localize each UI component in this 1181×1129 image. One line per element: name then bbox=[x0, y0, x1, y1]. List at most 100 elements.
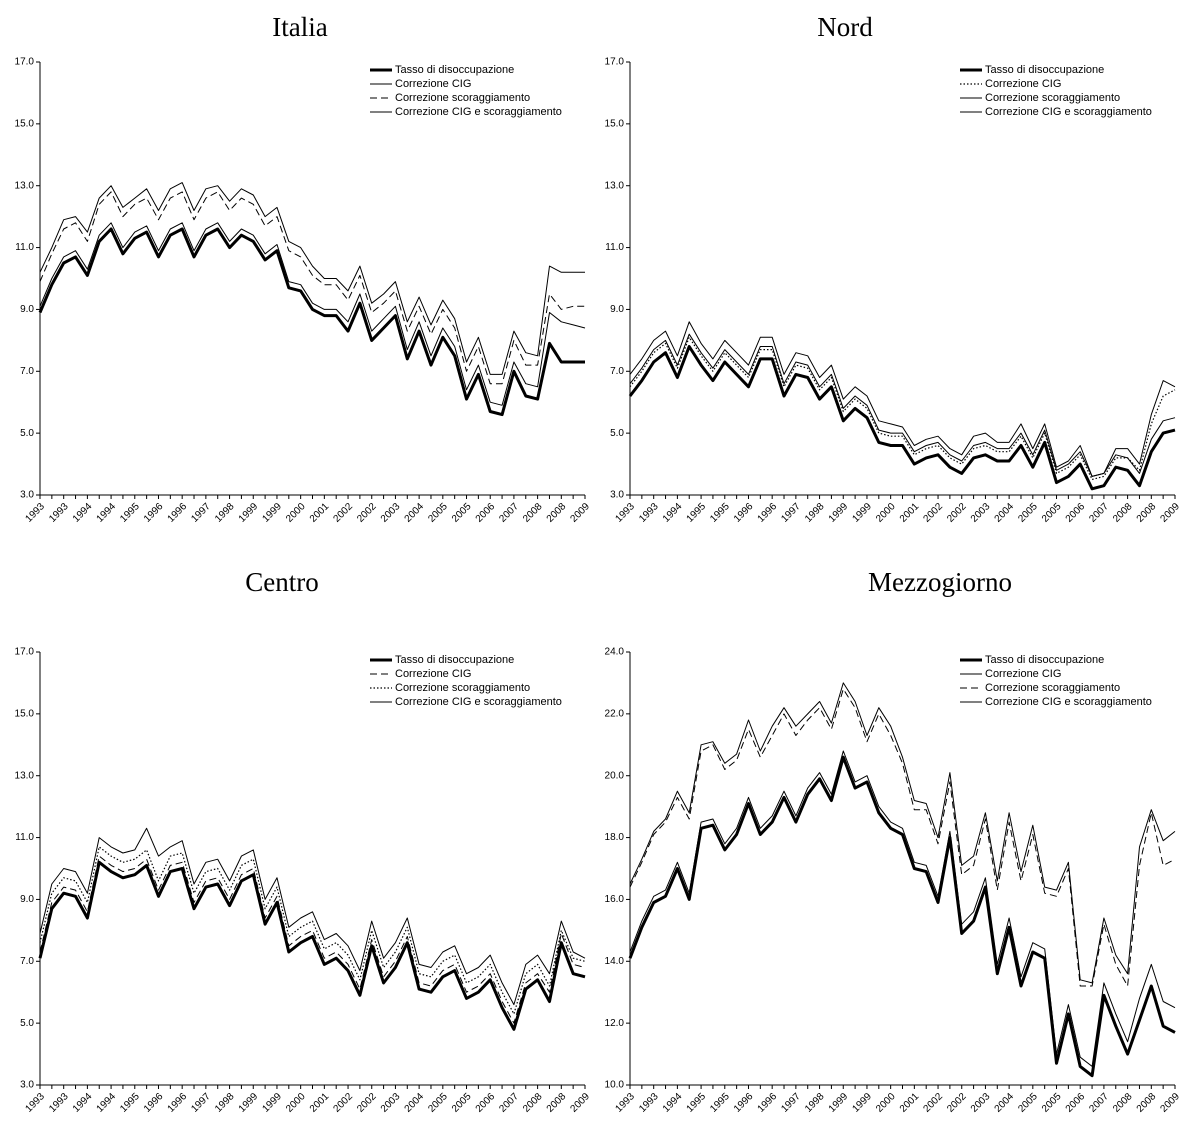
x-tick-label: 1993 bbox=[23, 501, 47, 525]
legend-label: Correzione CIG e scoraggiamento bbox=[985, 106, 1152, 118]
panel: Nord 3.0 5.0 7.0 9.0 11.0 13.0 15.0 17.0 1993 1993… bbox=[605, 12, 1181, 525]
x-tick-label: 1999 bbox=[260, 501, 284, 525]
x-tick-label: 2007 bbox=[1087, 501, 1111, 525]
x-tick-label: 2001 bbox=[308, 501, 332, 525]
y-tick-label: 17.0 bbox=[15, 647, 35, 658]
y-tick-label: 16.0 bbox=[605, 894, 625, 905]
x-tick-label: 2007 bbox=[497, 1091, 521, 1115]
x-tick-label: 1997 bbox=[189, 501, 213, 525]
x-tick-label: 2005 bbox=[426, 1091, 450, 1115]
x-tick-label: 1996 bbox=[166, 1091, 190, 1115]
legend-label: Tasso di disoccupazione bbox=[985, 654, 1104, 666]
x-tick-label: 1996 bbox=[732, 1091, 756, 1115]
series-line bbox=[628, 345, 1176, 491]
x-tick-label: 2002 bbox=[945, 1091, 969, 1115]
x-tick-label: 2004 bbox=[403, 501, 427, 525]
y-tick-label: 18.0 bbox=[605, 832, 625, 843]
x-tick-label: 2002 bbox=[332, 501, 356, 525]
series-line bbox=[39, 182, 585, 375]
x-tick-label: 1993 bbox=[637, 1091, 661, 1115]
legend-label: Correzione scoraggiamento bbox=[395, 92, 530, 104]
x-tick-label: 2009 bbox=[568, 1091, 592, 1115]
x-tick-label: 1995 bbox=[685, 1091, 709, 1115]
series-line bbox=[39, 827, 586, 1006]
y-tick-label: 7.0 bbox=[610, 366, 624, 377]
legend-label: Correzione CIG bbox=[985, 78, 1061, 90]
x-tick-label: 2008 bbox=[1135, 501, 1159, 525]
x-tick-label: 2008 bbox=[521, 501, 545, 525]
x-tick-label: 1999 bbox=[260, 1091, 284, 1115]
x-tick-label: 2009 bbox=[1158, 1091, 1181, 1115]
x-tick-label: 2006 bbox=[474, 501, 498, 525]
y-tick-label: 22.0 bbox=[605, 708, 625, 719]
y-tick-label: 5.0 bbox=[20, 1018, 34, 1029]
y-tick-label: 7.0 bbox=[20, 366, 34, 377]
x-tick-label: 1999 bbox=[237, 1091, 261, 1115]
x-tick-label: 1995 bbox=[708, 501, 732, 525]
y-tick-label: 5.0 bbox=[610, 428, 624, 439]
x-tick-label: 2005 bbox=[426, 501, 450, 525]
x-tick-label: 2001 bbox=[308, 1091, 332, 1115]
panel: Mezzogiorno 10.0 12.0 14.0 16.0 18.0 20.0 22.0 2… bbox=[605, 567, 1181, 1115]
x-tick-label: 2008 bbox=[1135, 1091, 1159, 1115]
x-tick-label: 2002 bbox=[922, 1091, 946, 1115]
y-tick-label: 15.0 bbox=[605, 118, 625, 129]
y-tick-label: 3.0 bbox=[20, 1080, 34, 1091]
x-tick-label: 2003 bbox=[969, 1091, 993, 1115]
x-tick-label: 1996 bbox=[142, 501, 166, 525]
y-tick-label: 3.0 bbox=[20, 490, 34, 501]
legend-label: Correzione CIG e scoraggiamento bbox=[395, 106, 562, 118]
y-tick-label: 9.0 bbox=[20, 304, 34, 315]
x-tick-label: 1995 bbox=[118, 501, 142, 525]
x-tick-label: 1994 bbox=[71, 1091, 95, 1115]
legend-label: Correzione scoraggiamento bbox=[395, 682, 530, 694]
y-tick-label: 20.0 bbox=[605, 770, 625, 781]
x-tick-label: 2008 bbox=[1111, 501, 1135, 525]
chart-title: Mezzogiorno bbox=[868, 567, 1012, 597]
series-line bbox=[629, 682, 1176, 984]
chart-title: Italia bbox=[272, 12, 327, 42]
legend-label: Tasso di disoccupazione bbox=[395, 64, 514, 76]
x-tick-label: 2001 bbox=[898, 501, 922, 525]
series-line bbox=[39, 191, 585, 385]
x-tick-label: 1997 bbox=[779, 501, 803, 525]
x-tick-label: 1998 bbox=[213, 1091, 237, 1115]
y-tick-label: 7.0 bbox=[20, 956, 34, 967]
x-tick-label: 2005 bbox=[1040, 501, 1064, 525]
x-tick-label: 2003 bbox=[379, 501, 403, 525]
series-line bbox=[38, 227, 585, 417]
x-tick-label: 2002 bbox=[355, 1091, 379, 1115]
chart-title: Nord bbox=[817, 12, 873, 42]
y-tick-label: 17.0 bbox=[15, 57, 35, 68]
series-line bbox=[629, 333, 1176, 477]
y-tick-label: 14.0 bbox=[605, 956, 625, 967]
y-tick-label: 10.0 bbox=[605, 1080, 625, 1091]
y-tick-label: 13.0 bbox=[15, 180, 35, 191]
x-tick-label: 2003 bbox=[969, 501, 993, 525]
x-tick-label: 1998 bbox=[803, 501, 827, 525]
legend-label: Correzione CIG bbox=[985, 668, 1061, 680]
x-tick-label: 2005 bbox=[1016, 1091, 1040, 1115]
y-tick-label: 13.0 bbox=[15, 770, 35, 781]
series-line bbox=[629, 688, 1176, 987]
x-tick-label: 2005 bbox=[1040, 1091, 1064, 1115]
y-tick-label: 15.0 bbox=[15, 118, 35, 129]
legend-label: Tasso di disoccupazione bbox=[395, 654, 514, 666]
x-tick-label: 2009 bbox=[1158, 501, 1181, 525]
x-tick-label: 2008 bbox=[545, 501, 569, 525]
series-line bbox=[629, 336, 1176, 481]
x-tick-label: 1999 bbox=[850, 501, 874, 525]
x-tick-label: 2006 bbox=[1064, 501, 1088, 525]
legend-label: Correzione CIG e scoraggiamento bbox=[985, 696, 1152, 708]
x-tick-label: 2008 bbox=[521, 1091, 545, 1115]
x-tick-label: 2008 bbox=[545, 1091, 569, 1115]
x-tick-label: 2006 bbox=[1064, 1091, 1088, 1115]
y-tick-label: 9.0 bbox=[610, 304, 624, 315]
y-tick-label: 11.0 bbox=[15, 832, 34, 843]
legend-label: Correzione CIG bbox=[395, 78, 471, 90]
x-tick-label: 1995 bbox=[708, 1091, 732, 1115]
legend-label: Correzione CIG e scoraggiamento bbox=[395, 696, 562, 708]
y-tick-label: 11.0 bbox=[605, 242, 624, 253]
x-tick-label: 1994 bbox=[661, 501, 685, 525]
